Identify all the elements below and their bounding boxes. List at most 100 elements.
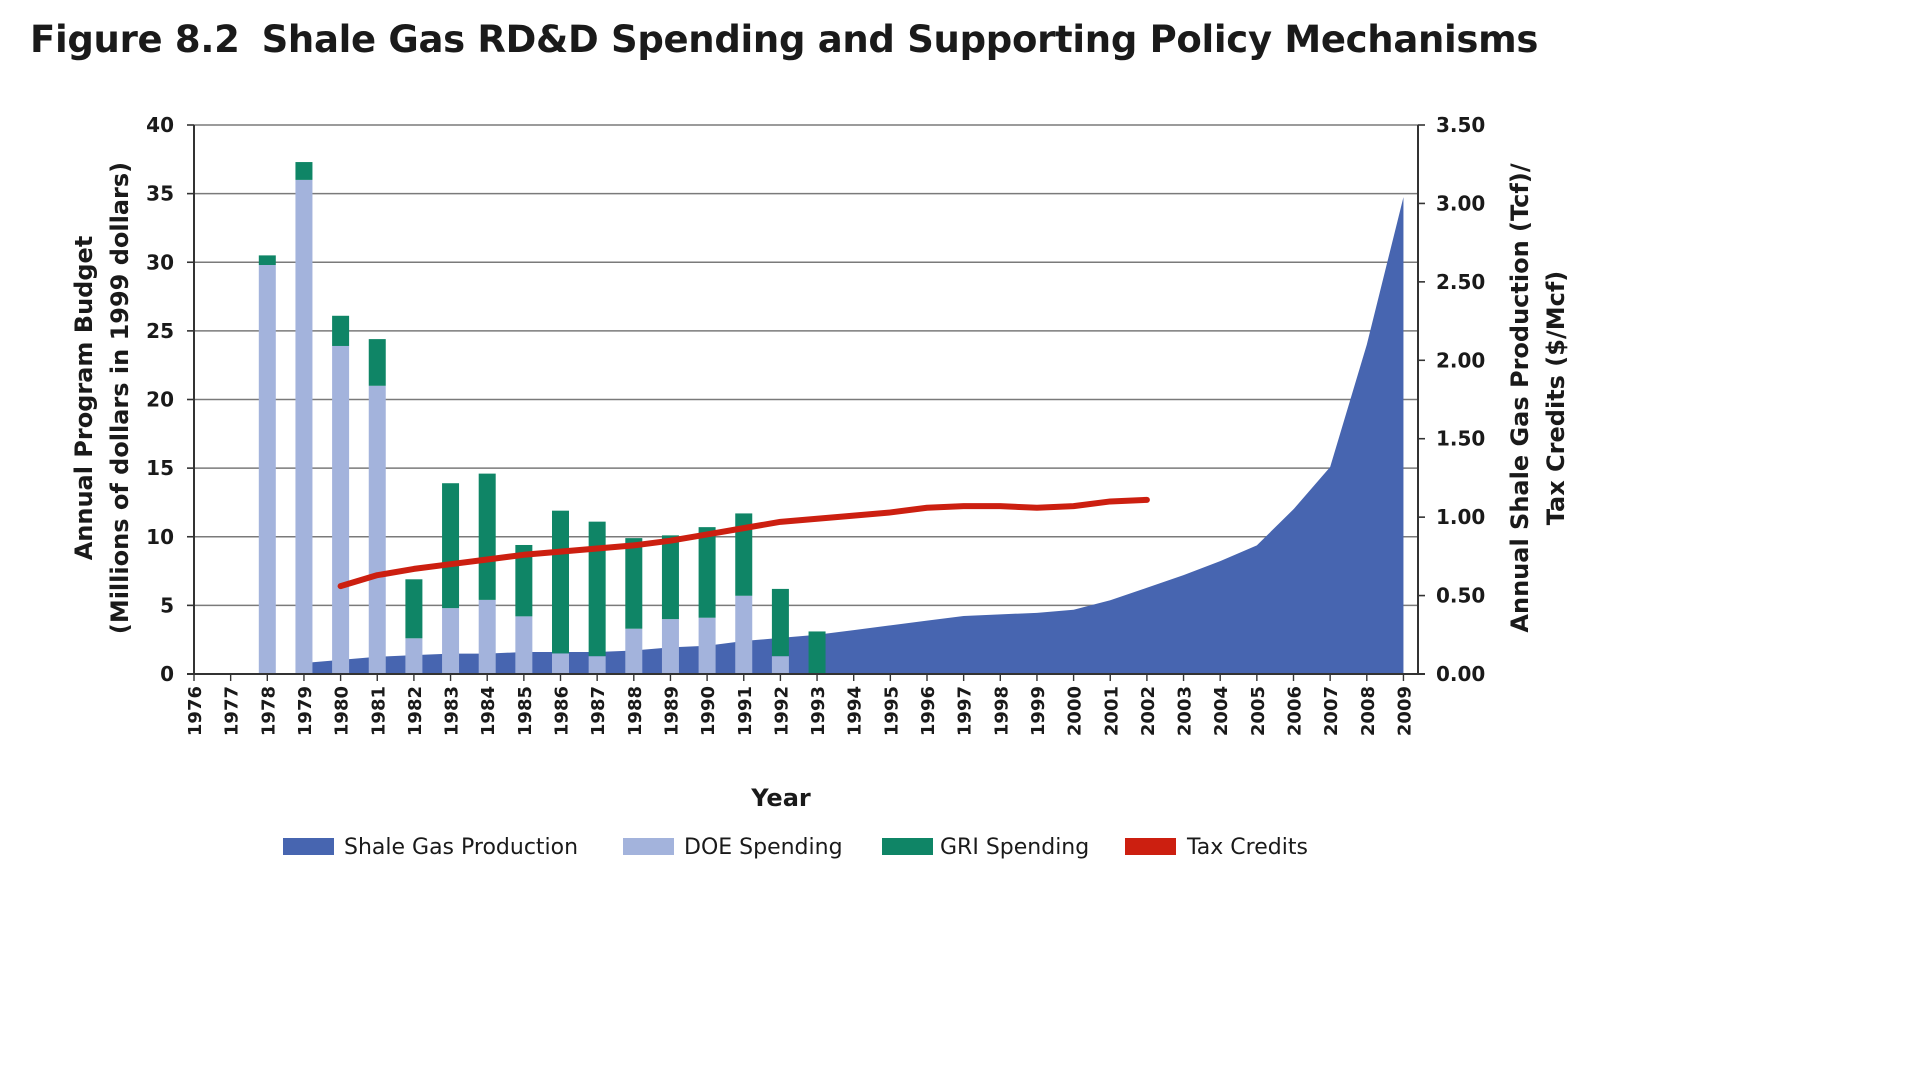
gri-bar [442,483,460,609]
x-tick-label: 1983 [442,686,463,736]
doe-bar [625,628,643,674]
x-tick-label: 1981 [368,686,389,736]
y2-tick-label: 3.00 [1436,191,1485,215]
gri-bar [368,339,386,386]
x-tick-label: 1977 [222,686,243,736]
doe-bar [552,653,569,674]
y-tick-label: 40 [146,113,174,137]
doe-bar [295,179,313,674]
y2-tick-label: 0.50 [1436,584,1485,608]
bar-layer [258,162,826,674]
y-axis-title-line-2: (Millions of dollars in 1999 dollars) [106,162,134,634]
x-tick-label: 1980 [332,686,353,736]
x-tick-label: 2006 [1285,686,1306,736]
tax-credits-line [337,496,1150,590]
gridlines [194,124,1418,607]
y2-tick-label: 1.50 [1436,427,1485,451]
gri-bar [295,162,313,180]
figure-title: Figure 8.2 Shale Gas RD&D Spending and Su… [30,18,1538,61]
tax-credit-line-layer [337,496,1150,590]
x-tick-label: 1999 [1028,686,1049,736]
gri-bar [478,473,496,600]
gri-bar [808,631,826,674]
x-tick-label: 1985 [515,686,536,736]
doe-bar [368,385,386,674]
x-tick-label: 2005 [1248,686,1269,736]
y2-tick-label: 3.50 [1436,113,1485,137]
legend-label-gri: GRI Spending [940,835,1089,860]
legend: Shale Gas Production DOE Spending GRI Sp… [283,835,1308,860]
x-tick-label: 2000 [1065,686,1086,736]
legend-item-gri: GRI Spending [882,835,1089,860]
x-tick-label: 1982 [405,686,426,736]
x-tick-label: 1992 [771,686,792,736]
x-tick-label: 1991 [735,686,756,736]
legend-item-production: Shale Gas Production [283,835,578,860]
y2-axis-title-line-2: Tax Credits ($/Mcf) [1542,271,1568,526]
y-tick-label: 25 [146,319,174,343]
doe-bar [661,619,679,674]
x-tick-label: 1986 [552,686,573,736]
x-tick-label: 2007 [1321,686,1342,736]
gri-bar [771,588,789,657]
gri-bar [405,579,423,639]
gri-bar [698,527,716,618]
doe-bar [515,616,533,674]
x-tick-label: 1997 [955,686,976,736]
gri-bar [332,315,350,346]
legend-item-doe: DOE Spending [623,835,843,860]
x-tick-label: 1978 [258,686,279,736]
x-tick-label: 2003 [1175,686,1196,736]
doe-bar [771,656,789,674]
shale-gas-production-area [303,197,1404,674]
legend-label-production: Shale Gas Production [344,835,578,860]
y-tick-label: 15 [146,456,174,480]
gri-bar [625,538,643,629]
figure-number: Figure 8.2 [30,18,240,61]
figure-title-text: Shale Gas RD&D Spending and Supporting P… [261,18,1539,61]
y-tick-label: 0 [160,662,174,686]
legend-item-tax: Tax Credits [1125,835,1308,860]
y2-tick-label: 0.00 [1436,662,1485,686]
x-tick-label: 1995 [881,686,902,736]
gri-bar [515,544,533,617]
doe-bar [405,638,423,674]
doe-bar [698,617,716,674]
x-tick-label: 1996 [918,686,939,736]
legend-swatch-doe [623,838,674,855]
y2-tick-label: 2.00 [1436,348,1485,372]
y2-tick-label: 2.50 [1436,270,1485,294]
y-tick-label: 5 [160,593,174,617]
x-tick-label: 2009 [1394,686,1415,736]
legend-swatch-gri [882,838,933,855]
legend-swatch-tax [1125,838,1176,855]
y-tick-label: 35 [146,182,174,206]
x-tick-label: 1976 [185,686,206,736]
doe-bar [478,599,496,674]
doe-bar [735,595,753,674]
x-tick-label: 2001 [1101,686,1122,736]
x-tick-label: 1979 [295,686,316,736]
gri-bar [661,535,679,620]
x-tick-label: 1989 [661,686,682,736]
x-tick-label: 1998 [991,686,1012,736]
gri-bar [258,255,276,265]
gri-bar [735,513,753,596]
doe-bar [332,345,350,674]
production-area-layer [303,197,1404,674]
x-tick-label: 1994 [845,686,866,736]
x-tick-label: 1993 [808,686,829,736]
doe-bar [588,656,606,674]
x-tick-label: 1984 [478,686,499,736]
y-tick-label: 10 [146,525,174,549]
tick-labels: 0 5 10 15 20 25 30 35 40 0.00 0.50 1.00 1.50 2.00 2.50… [146,113,1485,736]
y-axis-title: Annual Program Budget (Millions of dolla… [70,162,134,634]
doe-bar [442,608,460,674]
y-tick-label: 30 [146,250,174,274]
chart-svg: 0 5 10 15 20 25 30 35 40 0.00 0.50 1.00 1.50 2.00 2.50… [70,113,1568,860]
legend-label-tax: Tax Credits [1186,835,1308,860]
gri-bar [588,521,606,657]
x-tick-label: 2008 [1358,686,1379,736]
legend-label-doe: DOE Spending [684,835,843,860]
x-tick-label: 2004 [1211,686,1232,736]
